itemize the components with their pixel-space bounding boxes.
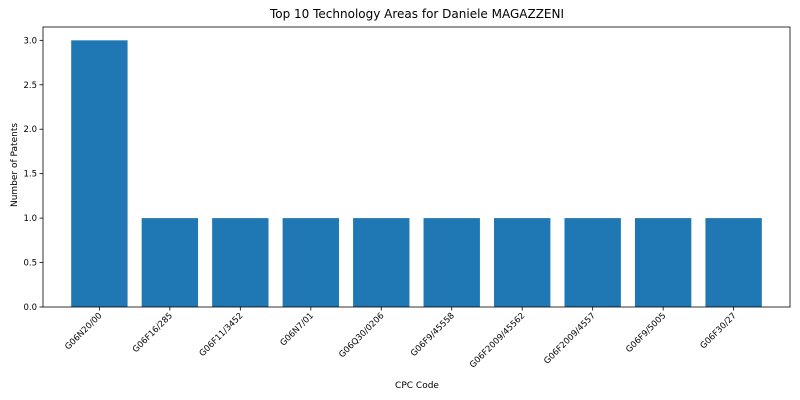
bar-2 xyxy=(212,218,268,307)
y-tick-label-2: 1.0 xyxy=(23,214,37,224)
bar-9 xyxy=(705,218,761,307)
bar-4 xyxy=(353,218,409,307)
x-axis-label: CPC Code xyxy=(395,381,439,391)
y-axis-label: Number of Patents xyxy=(10,123,20,207)
bar-3 xyxy=(283,218,339,307)
y-tick-label-1: 0.5 xyxy=(23,259,37,269)
y-tick-label-4: 2.0 xyxy=(23,125,37,135)
bar-6 xyxy=(494,218,550,307)
y-tick-label-0: 0.0 xyxy=(23,303,37,313)
y-tick-label-3: 1.5 xyxy=(23,170,37,180)
bar-5 xyxy=(424,218,480,307)
bar-1 xyxy=(142,218,198,307)
bar-0 xyxy=(71,40,127,307)
bar-7 xyxy=(564,218,620,307)
bar-8 xyxy=(635,218,691,307)
y-tick-label-6: 3.0 xyxy=(23,36,37,46)
chart-title: Top 10 Technology Areas for Daniele MAGA… xyxy=(269,7,564,21)
y-tick-label-5: 2.5 xyxy=(23,81,37,91)
